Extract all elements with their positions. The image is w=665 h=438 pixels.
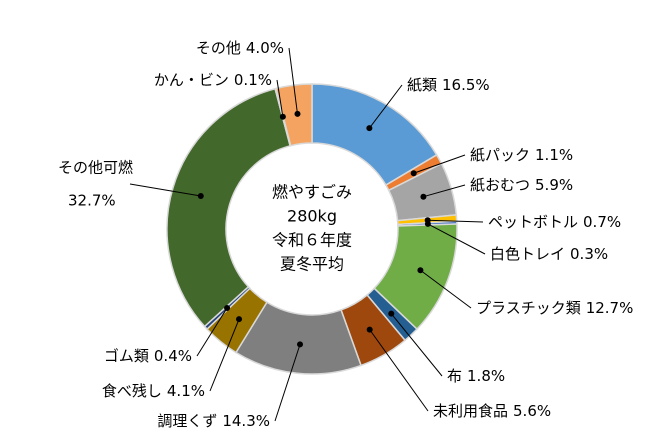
leader-line bbox=[288, 47, 298, 114]
value-label: 1.1% bbox=[535, 146, 573, 164]
value-label: 4.0% bbox=[246, 39, 284, 57]
leader-dot bbox=[197, 193, 204, 200]
category-label: プラスチック類 bbox=[476, 299, 581, 317]
slice-label: プラスチック類 12.7% bbox=[476, 299, 633, 317]
value-label: 4.1% bbox=[167, 382, 205, 400]
leader-line bbox=[209, 318, 240, 392]
value-label: 16.5% bbox=[442, 76, 490, 94]
category-label: 未利用食品 bbox=[433, 402, 508, 420]
slice-label: 調理くず 14.3% bbox=[157, 412, 270, 430]
leader-dot bbox=[366, 326, 373, 333]
category-label: ペットボトル bbox=[488, 213, 578, 231]
category-label: 白色トレイ bbox=[490, 245, 565, 263]
value-label: 5.6% bbox=[513, 402, 551, 420]
leader-dot bbox=[366, 125, 373, 132]
donut bbox=[166, 83, 458, 375]
leader-line bbox=[427, 223, 486, 255]
slice-label: 紙パック 1.1% bbox=[470, 146, 573, 164]
value-label: 0.7% bbox=[583, 213, 621, 231]
value-label: 12.7% bbox=[586, 299, 634, 317]
leader-dot bbox=[417, 267, 424, 274]
leader-dot bbox=[297, 341, 304, 348]
value-label: 32.7% bbox=[68, 192, 116, 210]
leader-line bbox=[196, 307, 228, 357]
leader-dot bbox=[294, 110, 301, 117]
leader-dot bbox=[388, 310, 395, 317]
leader-line bbox=[427, 219, 484, 223]
category-label: 布 bbox=[447, 367, 462, 385]
category-label: ゴム類 bbox=[104, 347, 149, 365]
leader-dot bbox=[236, 316, 243, 323]
value-label: 14.3% bbox=[222, 412, 270, 430]
center-text: 令和６年度 bbox=[272, 231, 352, 250]
value-label: 0.3% bbox=[570, 245, 608, 263]
slice-label: 未利用食品 5.6% bbox=[433, 402, 551, 420]
leader-dot bbox=[410, 170, 417, 177]
slice-label: 紙おむつ 5.9% bbox=[470, 176, 573, 194]
slice-label: 食べ残し 4.1% bbox=[102, 382, 205, 400]
leader-line bbox=[423, 184, 466, 198]
category-label: 調理くず bbox=[157, 412, 217, 430]
leader-line bbox=[129, 183, 201, 197]
leader-dot bbox=[279, 113, 286, 120]
category-label: 紙パック bbox=[470, 146, 530, 164]
leader-line bbox=[276, 79, 284, 117]
leader-line bbox=[369, 329, 429, 412]
leader-dot bbox=[420, 193, 427, 200]
slice-label: 紙類 16.5% bbox=[407, 76, 490, 94]
slice-label: ペットボトル 0.7% bbox=[488, 213, 621, 231]
category-label: かん・ビン bbox=[154, 71, 229, 89]
leader-line bbox=[274, 344, 301, 422]
category-label: 紙類 bbox=[407, 76, 437, 94]
value-label: 0.4% bbox=[154, 347, 192, 365]
donut-segment bbox=[275, 83, 313, 147]
slice-label: その他 4.0% bbox=[196, 39, 284, 57]
category-label: その他可燃 bbox=[58, 159, 133, 177]
center-text: 燃やすごみ bbox=[272, 183, 352, 202]
category-label: 食べ残し bbox=[102, 382, 162, 400]
category-label: その他 bbox=[196, 39, 241, 57]
category-label: 紙おむつ bbox=[470, 176, 530, 194]
value-label: 0.1% bbox=[234, 71, 272, 89]
leader-line bbox=[420, 269, 472, 309]
value-label: 5.9% bbox=[535, 176, 573, 194]
slice-label: かん・ビン 0.1% bbox=[154, 71, 272, 89]
center-text: 夏冬平均 bbox=[280, 255, 344, 274]
leader-line bbox=[390, 313, 443, 377]
donut-segment bbox=[166, 87, 292, 328]
labels: 紙類 16.5% 紙パック 1.1% 紙おむつ 5.9% ペットボトル 0.7% 白色トレイ 0.… bbox=[58, 39, 633, 430]
leader-dot bbox=[224, 305, 231, 312]
leader-dot bbox=[424, 220, 431, 227]
center-text: 280kg bbox=[287, 207, 337, 226]
value-label: 1.8% bbox=[467, 367, 505, 385]
slice-label: 布 1.8% bbox=[447, 367, 505, 385]
leader-line bbox=[413, 154, 466, 174]
slice-label: 白色トレイ 0.3% bbox=[490, 245, 608, 263]
leader-line bbox=[368, 84, 403, 129]
slice-label: ゴム類 0.4% bbox=[104, 347, 192, 365]
